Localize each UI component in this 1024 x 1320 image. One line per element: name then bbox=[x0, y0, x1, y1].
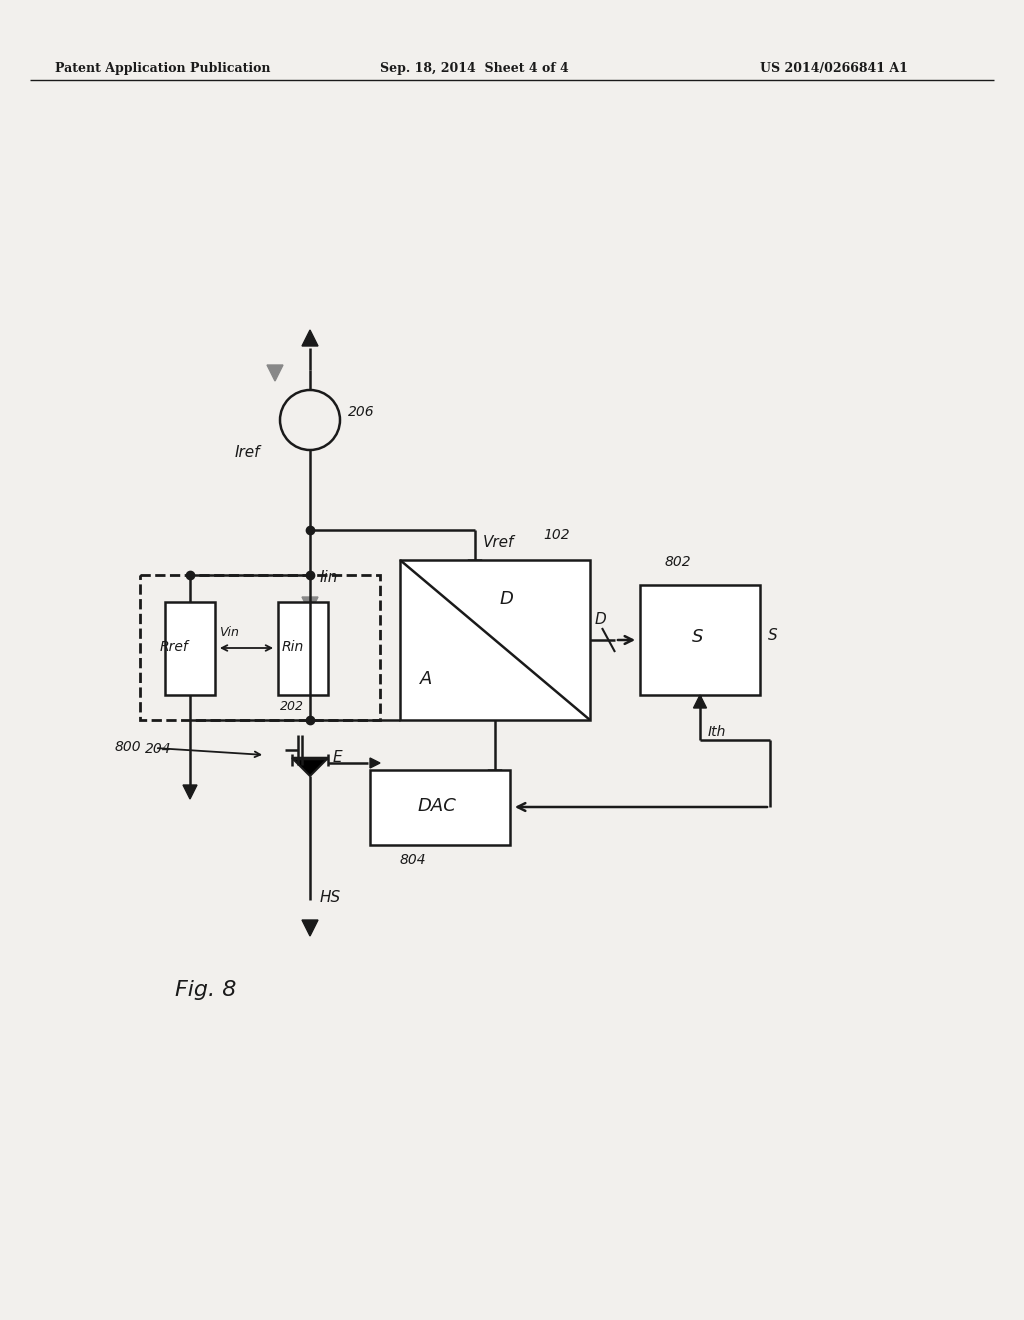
Text: 804: 804 bbox=[400, 853, 427, 867]
Polygon shape bbox=[302, 920, 318, 936]
Text: Vref: Vref bbox=[483, 535, 514, 550]
Text: 800: 800 bbox=[115, 741, 141, 754]
Bar bbox=[278, 602, 328, 696]
Bar bbox=[165, 602, 215, 696]
Text: HS: HS bbox=[319, 890, 341, 906]
Text: DAC: DAC bbox=[418, 797, 457, 814]
Polygon shape bbox=[302, 330, 318, 346]
Text: Vin: Vin bbox=[219, 626, 239, 639]
Text: 206: 206 bbox=[348, 405, 375, 418]
Text: 102: 102 bbox=[543, 528, 569, 543]
Text: Ith: Ith bbox=[708, 725, 726, 739]
Bar bbox=[370, 770, 510, 845]
Bar bbox=[640, 585, 760, 696]
Polygon shape bbox=[183, 785, 197, 799]
Text: Rref: Rref bbox=[160, 640, 188, 653]
Polygon shape bbox=[267, 366, 283, 381]
Text: D: D bbox=[595, 612, 607, 627]
Polygon shape bbox=[302, 597, 318, 612]
Polygon shape bbox=[488, 770, 502, 784]
Bar bbox=[400, 560, 590, 719]
Polygon shape bbox=[468, 560, 482, 574]
Text: US 2014/0266841 A1: US 2014/0266841 A1 bbox=[760, 62, 908, 75]
Text: Rin: Rin bbox=[282, 640, 304, 653]
Text: E: E bbox=[333, 750, 343, 766]
Text: 802: 802 bbox=[665, 554, 691, 569]
Text: S: S bbox=[692, 628, 703, 645]
Text: Sep. 18, 2014  Sheet 4 of 4: Sep. 18, 2014 Sheet 4 of 4 bbox=[380, 62, 568, 75]
Polygon shape bbox=[292, 758, 328, 776]
Text: A: A bbox=[420, 671, 432, 688]
Text: S: S bbox=[768, 628, 777, 643]
Text: D: D bbox=[500, 590, 514, 609]
Text: Patent Application Publication: Patent Application Publication bbox=[55, 62, 270, 75]
Bar bbox=[140, 576, 380, 719]
Text: Fig. 8: Fig. 8 bbox=[175, 979, 237, 1001]
Text: Iin: Iin bbox=[319, 570, 338, 585]
Polygon shape bbox=[693, 696, 707, 708]
Text: 204: 204 bbox=[145, 742, 172, 756]
Text: 202: 202 bbox=[280, 700, 304, 713]
Text: Iref: Iref bbox=[234, 445, 260, 459]
Polygon shape bbox=[370, 758, 380, 768]
